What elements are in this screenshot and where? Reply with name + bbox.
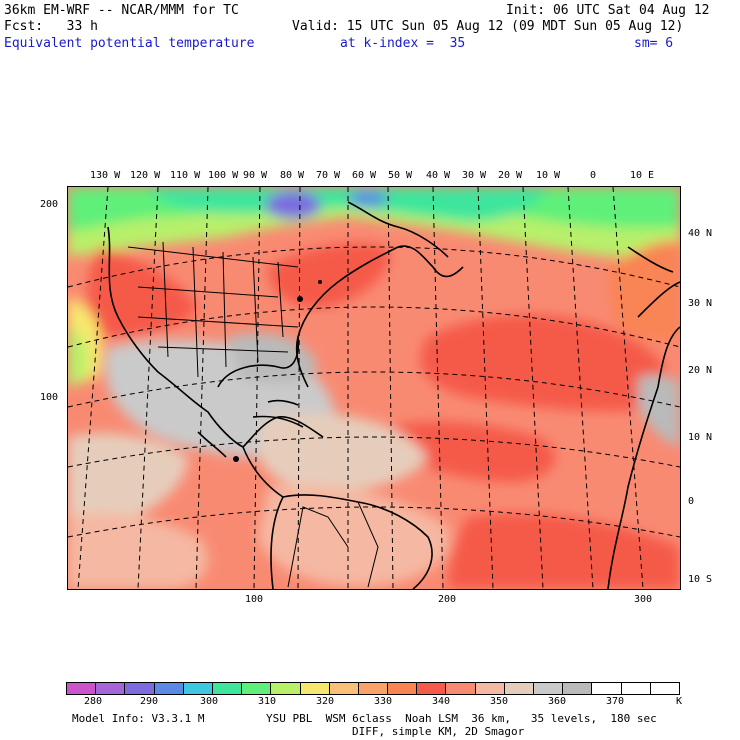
field-shading (68, 187, 680, 589)
longitude-label: 20 W (498, 170, 523, 181)
longitude-label: 100 W (208, 170, 239, 181)
grid-x-label: 300 (634, 594, 653, 605)
longitude-label: 70 W (316, 170, 341, 181)
field-name: Equivalent potential temperature (4, 36, 255, 51)
color-scale-tick: 280 (84, 696, 103, 707)
color-scale-tick: 310 (258, 696, 277, 707)
color-scale-tick: 300 (200, 696, 219, 707)
map-canvas (68, 187, 680, 589)
latitude-label: 10 S (688, 574, 713, 585)
color-swatch (592, 683, 622, 694)
color-swatch (563, 683, 593, 694)
model-title: 36km EM-WRF -- NCAR/MMM for TC (4, 3, 239, 18)
latitude-label: 10 N (688, 432, 713, 443)
lakes (233, 280, 322, 462)
color-swatch (125, 683, 155, 694)
color-swatch (300, 683, 330, 694)
color-swatch (475, 683, 505, 694)
smoothing: sm= 6 (634, 36, 674, 51)
color-swatch (183, 683, 213, 694)
grid-y-label: 200 (40, 199, 59, 210)
grid-x-label: 100 (245, 594, 264, 605)
color-swatch (388, 683, 418, 694)
latitude-label: 20 N (688, 365, 713, 376)
theta-e-map (67, 186, 681, 590)
longitude-label: 0 (590, 170, 597, 181)
color-swatch (504, 683, 534, 694)
color-swatch (67, 683, 97, 694)
longitude-label: 50 W (388, 170, 413, 181)
color-swatch (212, 683, 243, 694)
longitude-label: 30 W (462, 170, 487, 181)
graticule (68, 187, 680, 589)
political-borders (127, 241, 379, 588)
longitude-label: 130 W (90, 170, 121, 181)
color-swatch (329, 683, 359, 694)
diffusion-info: DIFF, simple KM, 2D Smagor (352, 725, 525, 738)
k-index: at k-index = 35 (340, 36, 466, 51)
color-swatch (534, 683, 564, 694)
longitude-label: 90 W (243, 170, 268, 181)
color-scale-tick: 340 (432, 696, 451, 707)
color-swatch (271, 683, 301, 694)
color-scale-tick: 370 (606, 696, 625, 707)
color-swatch (96, 683, 126, 694)
longitude-label: 10 E (630, 170, 655, 181)
forecast-hour: Fcst: 33 h (4, 19, 98, 34)
longitude-label: 120 W (130, 170, 161, 181)
longitude-label: 110 W (170, 170, 201, 181)
init-time: Init: 06 UTC Sat 04 Aug 12 (506, 3, 710, 18)
physics-info: YSU PBL WSM 6class Noah LSM 36 km, 35 le… (266, 712, 657, 725)
color-swatch (154, 683, 184, 694)
latitude-label: 30 N (688, 298, 713, 309)
grid-x-label: 200 (438, 594, 457, 605)
color-scale-tick: 360 (548, 696, 567, 707)
latitude-label: 0 (688, 496, 695, 507)
longitude-label: 10 W (536, 170, 561, 181)
color-scale-tick: 350 (490, 696, 509, 707)
color-scale (66, 682, 680, 695)
color-scale-unit: K (676, 696, 683, 707)
color-swatch (242, 683, 272, 694)
color-scale-tick: 320 (316, 696, 335, 707)
color-swatch (358, 683, 389, 694)
color-swatch (621, 683, 651, 694)
longitude-label: 80 W (280, 170, 305, 181)
color-scale-tick: 290 (140, 696, 159, 707)
longitude-label: 40 W (426, 170, 451, 181)
model-info: Model Info: V3.3.1 M (72, 712, 205, 725)
color-scale-tick: 330 (374, 696, 393, 707)
color-swatch (446, 683, 476, 694)
color-swatch (650, 683, 679, 694)
grid-y-label: 100 (40, 392, 59, 403)
latitude-label: 40 N (688, 228, 713, 239)
coastlines (107, 201, 680, 589)
valid-time: Valid: 15 UTC Sun 05 Aug 12 (09 MDT Sun … (292, 19, 684, 34)
longitude-label: 60 W (352, 170, 377, 181)
color-swatch (417, 683, 447, 694)
